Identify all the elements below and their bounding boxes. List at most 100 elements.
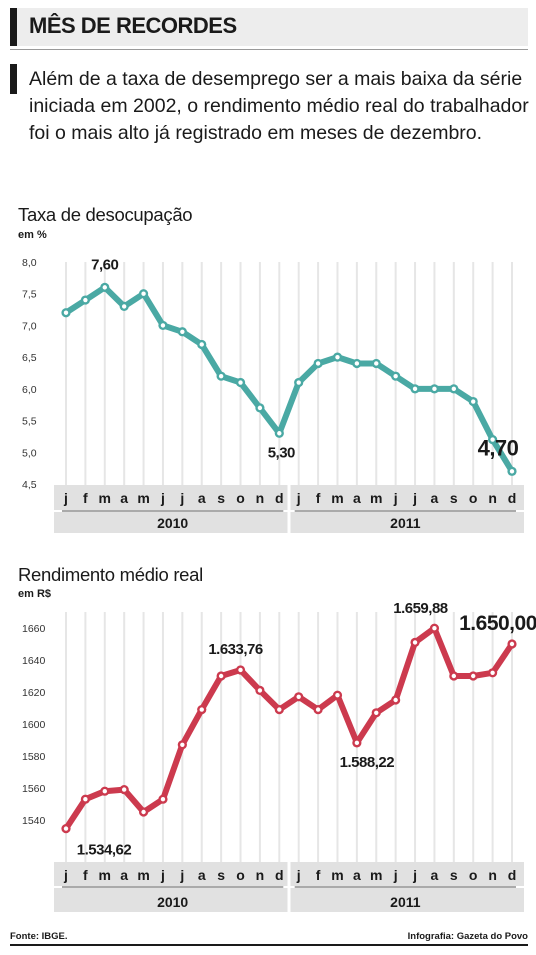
chart1-point [296, 380, 301, 385]
chart1-point [218, 373, 224, 379]
chart1-month-label: o [236, 490, 245, 506]
chart2-month-label: s [217, 867, 225, 883]
chart1-month-label: s [450, 490, 458, 506]
chart2-point [354, 740, 360, 746]
chart2-month-label: s [450, 867, 458, 883]
chart2-data-label: 1.588,22 [340, 754, 395, 771]
chart2-month-label: m [137, 867, 149, 883]
chart2-point [509, 641, 515, 647]
title-band [10, 8, 528, 46]
chart1-month-label: m [331, 490, 343, 506]
chart2-year-label: 2010 [157, 894, 188, 910]
chart2-point [257, 688, 263, 693]
chart1-month-label: d [508, 490, 517, 506]
page-title: MÊS DE RECORDES [29, 13, 237, 38]
chart2-ytick-label: 1580 [22, 751, 46, 763]
chart2-ytick-label: 1600 [22, 719, 46, 731]
chart2-point [199, 707, 204, 712]
chart1-month-label: m [137, 490, 149, 506]
chart1-month-label: a [120, 490, 128, 506]
chart2-month-label: j [179, 867, 184, 883]
chart2-point [296, 694, 301, 699]
chart2-point [141, 809, 146, 815]
chart2-month-label: a [431, 867, 439, 883]
chart1-year-label: 2011 [390, 515, 421, 531]
chart2-point [102, 789, 107, 794]
chart2-point [471, 673, 476, 679]
chart1-month-label: j [412, 490, 417, 506]
chart1-ytick-label: 5,5 [22, 416, 37, 428]
chart1-point [238, 380, 243, 385]
chart2-point [393, 697, 398, 703]
chart1-point [121, 304, 127, 309]
chart1-point [160, 323, 166, 328]
chart1-point [199, 342, 204, 347]
chart1-month-label: o [469, 490, 478, 506]
chart2-month-label: n [488, 867, 497, 883]
chart1-month-label: n [488, 490, 497, 506]
chart2-month-label: o [236, 867, 245, 883]
chart1-ytick-label: 8,0 [22, 257, 37, 269]
chart2-point [180, 742, 185, 747]
chart1-point [83, 297, 88, 303]
chart2-month-label: m [331, 867, 343, 883]
chart1-point [141, 291, 146, 296]
chart1-point [393, 373, 398, 379]
chart1-point [257, 405, 263, 411]
chart1-point [63, 310, 69, 315]
chart2-month-label: a [120, 867, 128, 883]
chart2-ytick-label: 1640 [22, 655, 46, 667]
chart2-month-label: j [296, 867, 301, 883]
credit-note: Infografia: Gazeta do Povo [407, 931, 528, 942]
chart1-data-label: 4,70 [478, 435, 519, 460]
chart2-month-label: a [353, 867, 361, 883]
title-divider [10, 49, 528, 50]
chart1-ytick-label: 6,5 [22, 352, 37, 364]
chart2-ytick-label: 1660 [22, 623, 46, 635]
chart2-month-label: o [469, 867, 478, 883]
chart1-ytick-label: 7,5 [22, 289, 37, 301]
source-note: Fonte: IBGE. [10, 931, 68, 942]
chart2-month-label: j [393, 867, 398, 883]
chart2-point [451, 673, 457, 679]
chart2-ytick-label: 1540 [22, 815, 46, 827]
chart2-point [432, 625, 437, 631]
chart2-data-label: 1.650,00 [459, 612, 536, 635]
chart2-point [83, 797, 88, 802]
chart1-month-label: m [99, 490, 111, 506]
chart2-point [121, 787, 127, 792]
chart1-month-label: n [256, 490, 265, 506]
chart1-point [471, 399, 476, 404]
chart2-month-label: m [99, 867, 111, 883]
chart2-point [63, 826, 69, 831]
chart1-year-label: 2010 [157, 515, 188, 531]
chart2-point [374, 710, 379, 715]
chart2-title: Rendimento médio real [18, 564, 203, 585]
chart1-ytick-label: 4,5 [22, 479, 37, 491]
chart2-month-label: m [370, 867, 382, 883]
chart2-point [238, 667, 243, 673]
chart1-ytick-label: 5,0 [22, 447, 37, 459]
chart1-point [432, 386, 437, 392]
chart1-point [102, 285, 107, 290]
chart2-point [160, 797, 166, 802]
chart1-point [412, 386, 418, 392]
chart1-ytick-label: 7,0 [22, 320, 37, 332]
chart1-point [374, 361, 379, 366]
chart1-month-label: a [353, 490, 361, 506]
chart2-ytick-label: 1620 [22, 687, 46, 699]
chart1-data-label: 7,60 [91, 256, 118, 273]
intro-text: Além de a taxa de desemprego ser a mais … [29, 68, 529, 144]
chart2-point [490, 670, 495, 675]
chart1-ytick-label: 6,0 [22, 384, 37, 396]
chart1-month-label: a [431, 490, 439, 506]
chart2-month-label: d [508, 867, 517, 883]
chart1-month-label: j [179, 490, 184, 506]
chart1-month-label: m [370, 490, 382, 506]
chart1-title: Taxa de desocupação [18, 204, 193, 225]
chart2-point [277, 707, 282, 712]
chart2-point [218, 673, 224, 679]
chart2-data-label: 1.534,62 [77, 842, 132, 859]
chart2-month-label: j [412, 867, 417, 883]
